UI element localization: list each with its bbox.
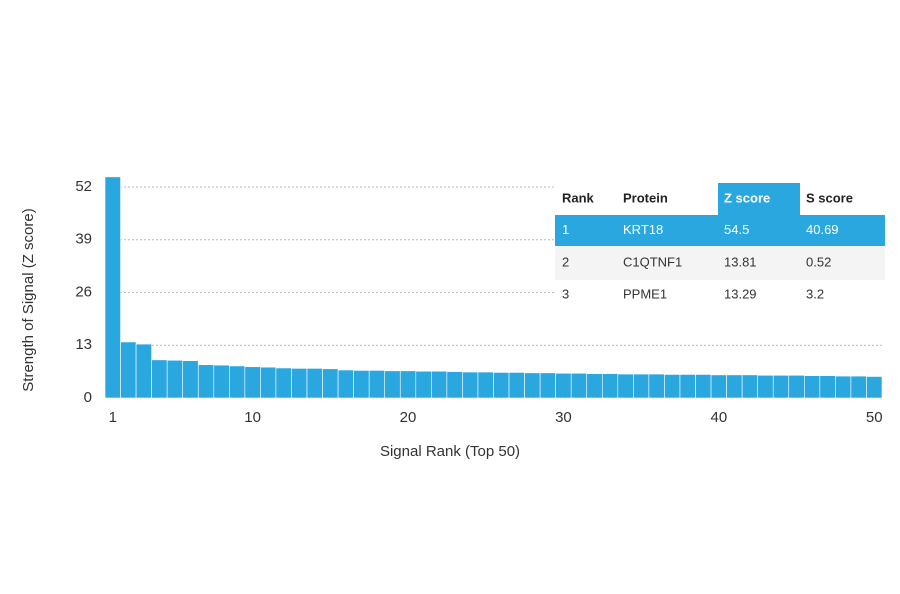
y-tick-label: 13 (75, 336, 92, 353)
table-cell: 40.69 (806, 222, 839, 237)
bar (617, 373, 634, 399)
bar (368, 370, 386, 399)
y-tick-label: 0 (84, 389, 92, 406)
table-cell: 54.5 (724, 222, 749, 237)
bar (353, 370, 370, 399)
bar (431, 370, 448, 399)
x-tick-label: 10 (244, 409, 261, 426)
bar (493, 372, 510, 399)
bar (679, 374, 696, 399)
table-cell: 13.29 (724, 286, 757, 301)
bar (306, 368, 323, 399)
bar (648, 373, 665, 399)
table-cell: 2 (562, 254, 569, 269)
bar (197, 364, 215, 399)
bar (291, 368, 308, 399)
x-tick-label: 20 (400, 409, 417, 426)
bar (710, 374, 727, 399)
x-tick-label: 30 (555, 409, 572, 426)
y-axis-label: Strength of Signal (Z score) (20, 208, 37, 391)
bar (695, 374, 712, 399)
x-tick-label: 50 (866, 409, 883, 426)
bar (508, 372, 525, 399)
bar (633, 373, 650, 399)
bar (182, 360, 199, 399)
bar (399, 370, 417, 399)
x-tick-label: 40 (710, 409, 727, 426)
table-cell: PPME1 (623, 286, 667, 301)
row-highlight (555, 215, 885, 246)
bar (772, 374, 790, 399)
bar (524, 372, 541, 399)
y-tick-label: 26 (75, 283, 92, 300)
row-stripe (555, 246, 885, 280)
table-cell: KRT18 (623, 222, 663, 237)
bar (120, 341, 137, 399)
bar (275, 367, 292, 399)
bar (555, 372, 572, 399)
bar (757, 374, 774, 399)
table-header: S score (806, 190, 853, 205)
table-cell: 13.81 (724, 254, 757, 269)
y-tick-label: 52 (75, 178, 92, 195)
bar (866, 376, 883, 399)
bar (104, 176, 121, 399)
bar (539, 372, 556, 399)
table-cell: 3 (562, 286, 569, 301)
bar (803, 375, 821, 399)
y-tick-label: 39 (75, 231, 92, 248)
bar (601, 373, 619, 399)
table-cell: 3.2 (806, 286, 824, 301)
bar (151, 359, 168, 399)
bar (850, 375, 867, 399)
table-cell: 1 (562, 222, 569, 237)
bar (664, 374, 681, 399)
bar (819, 375, 836, 399)
bar (415, 370, 432, 399)
bar (135, 343, 152, 399)
bar (213, 364, 230, 399)
bar (446, 371, 463, 399)
table-header: Protein (623, 190, 668, 205)
bar (741, 374, 758, 399)
bar (322, 368, 339, 399)
bar (384, 370, 401, 399)
table-cell: 0.52 (806, 254, 831, 269)
bar (244, 366, 261, 399)
table-header: Z score (724, 190, 770, 205)
bar (260, 366, 277, 399)
bar (586, 373, 603, 399)
table-cell: C1QTNF1 (623, 254, 682, 269)
bar (166, 359, 184, 399)
header-highlight (718, 183, 800, 215)
bar (477, 371, 494, 399)
x-axis-label: Signal Rank (Top 50) (380, 443, 520, 460)
bar (788, 374, 805, 399)
bar (337, 369, 354, 399)
bar (229, 365, 246, 399)
bar (570, 372, 588, 399)
bar (835, 375, 852, 399)
bar (726, 374, 743, 399)
bar (462, 371, 479, 399)
x-tick-label: 1 (109, 409, 117, 426)
table-header: Rank (562, 190, 595, 205)
